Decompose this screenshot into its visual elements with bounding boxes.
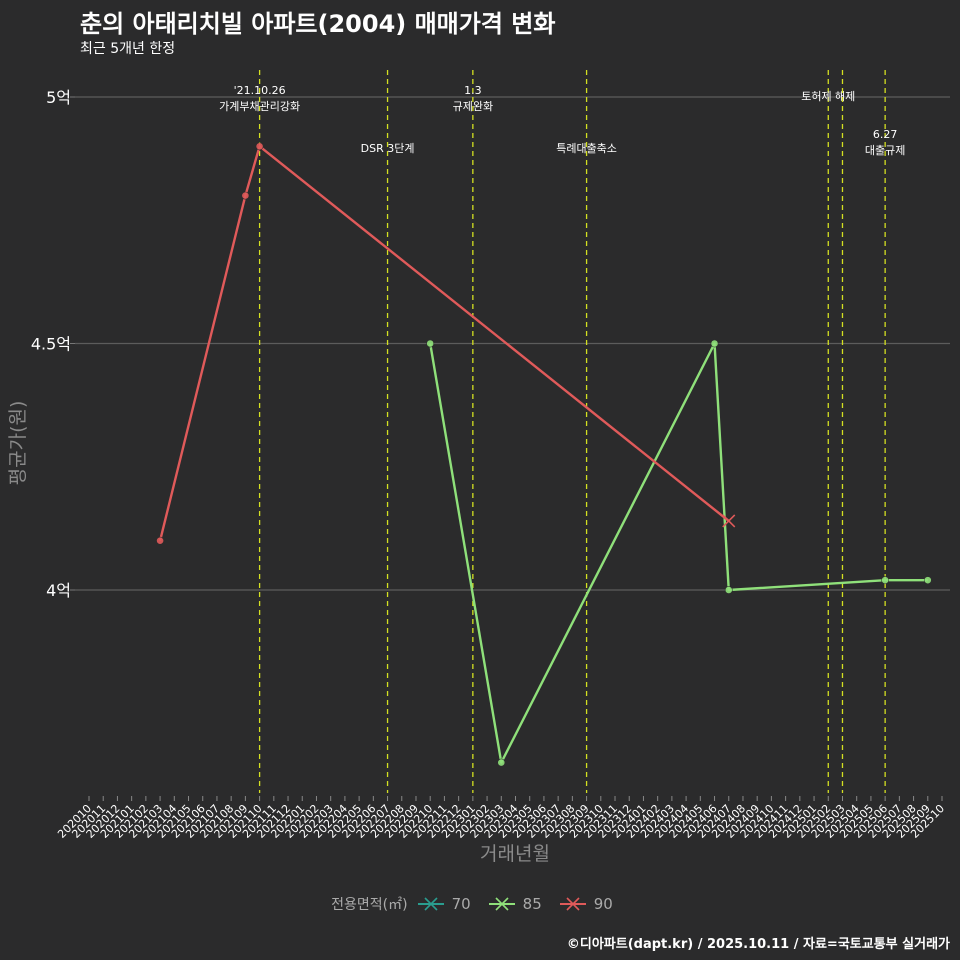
legend-label: 85 [522, 895, 542, 913]
data-point [241, 191, 250, 200]
data-point [255, 142, 264, 151]
x-axis-label: 거래년월 [480, 843, 550, 865]
legend-swatch-icon [559, 897, 586, 911]
data-point-mark [722, 514, 736, 528]
data-point [881, 576, 890, 585]
x-axis-ticks: 2020102020112020122021012021022021032021… [55, 796, 947, 841]
legend-label: 90 [593, 895, 613, 913]
gridlines [75, 96, 950, 591]
event-label: DSR 3단계 [361, 142, 415, 155]
data-point [710, 339, 719, 348]
data-point [156, 536, 164, 545]
legend-label: 70 [451, 895, 471, 913]
y-axis-ticks: 4억 4.5억 5억 [31, 88, 75, 600]
data-point [722, 514, 736, 528]
series-line-85 [429, 342, 928, 764]
legend-item-70: 70 [416, 895, 471, 913]
y-tick-label: 5억 [46, 88, 71, 107]
legend-item-90: 90 [558, 895, 613, 913]
event-label: 토허제 해제 [801, 89, 855, 103]
event-label: 대출규제 [865, 144, 905, 157]
event-label: 6.27 [873, 128, 898, 141]
series-line-90 [158, 145, 730, 541]
data-series [156, 142, 932, 767]
event-label: 가계부채관리강화 [219, 100, 300, 113]
legend-swatch-icon [488, 897, 515, 911]
y-axis-label: 평균가(원) [7, 401, 29, 486]
legend-item-85: 85 [487, 895, 542, 913]
data-point [923, 576, 932, 585]
data-point [724, 586, 733, 594]
event-label: 1.3 [464, 84, 482, 97]
y-tick-label: 4.5억 [31, 335, 71, 354]
event-label: 특례대출축소 [556, 142, 617, 155]
event-label: '21.10.26 [234, 84, 286, 97]
legend-title: 전용면적(㎡) [331, 897, 408, 913]
source-caption: ©디아파트(dapt.kr) / 2025.10.11 / 자료=국토교통부 실… [566, 937, 950, 952]
data-point [426, 339, 435, 348]
data-point [497, 758, 506, 767]
legend: 전용면적(㎡) 70 85 90 [0, 894, 960, 914]
event-label: 규제완화 [453, 100, 493, 113]
y-tick-label: 4억 [46, 581, 71, 600]
chart-title: 춘의 아태리치빌 아파트(2004) 매매가격 변화 [80, 10, 556, 38]
chart-subtitle: 최근 5개년 한정 [80, 41, 176, 57]
legend-swatch-icon [417, 897, 444, 911]
